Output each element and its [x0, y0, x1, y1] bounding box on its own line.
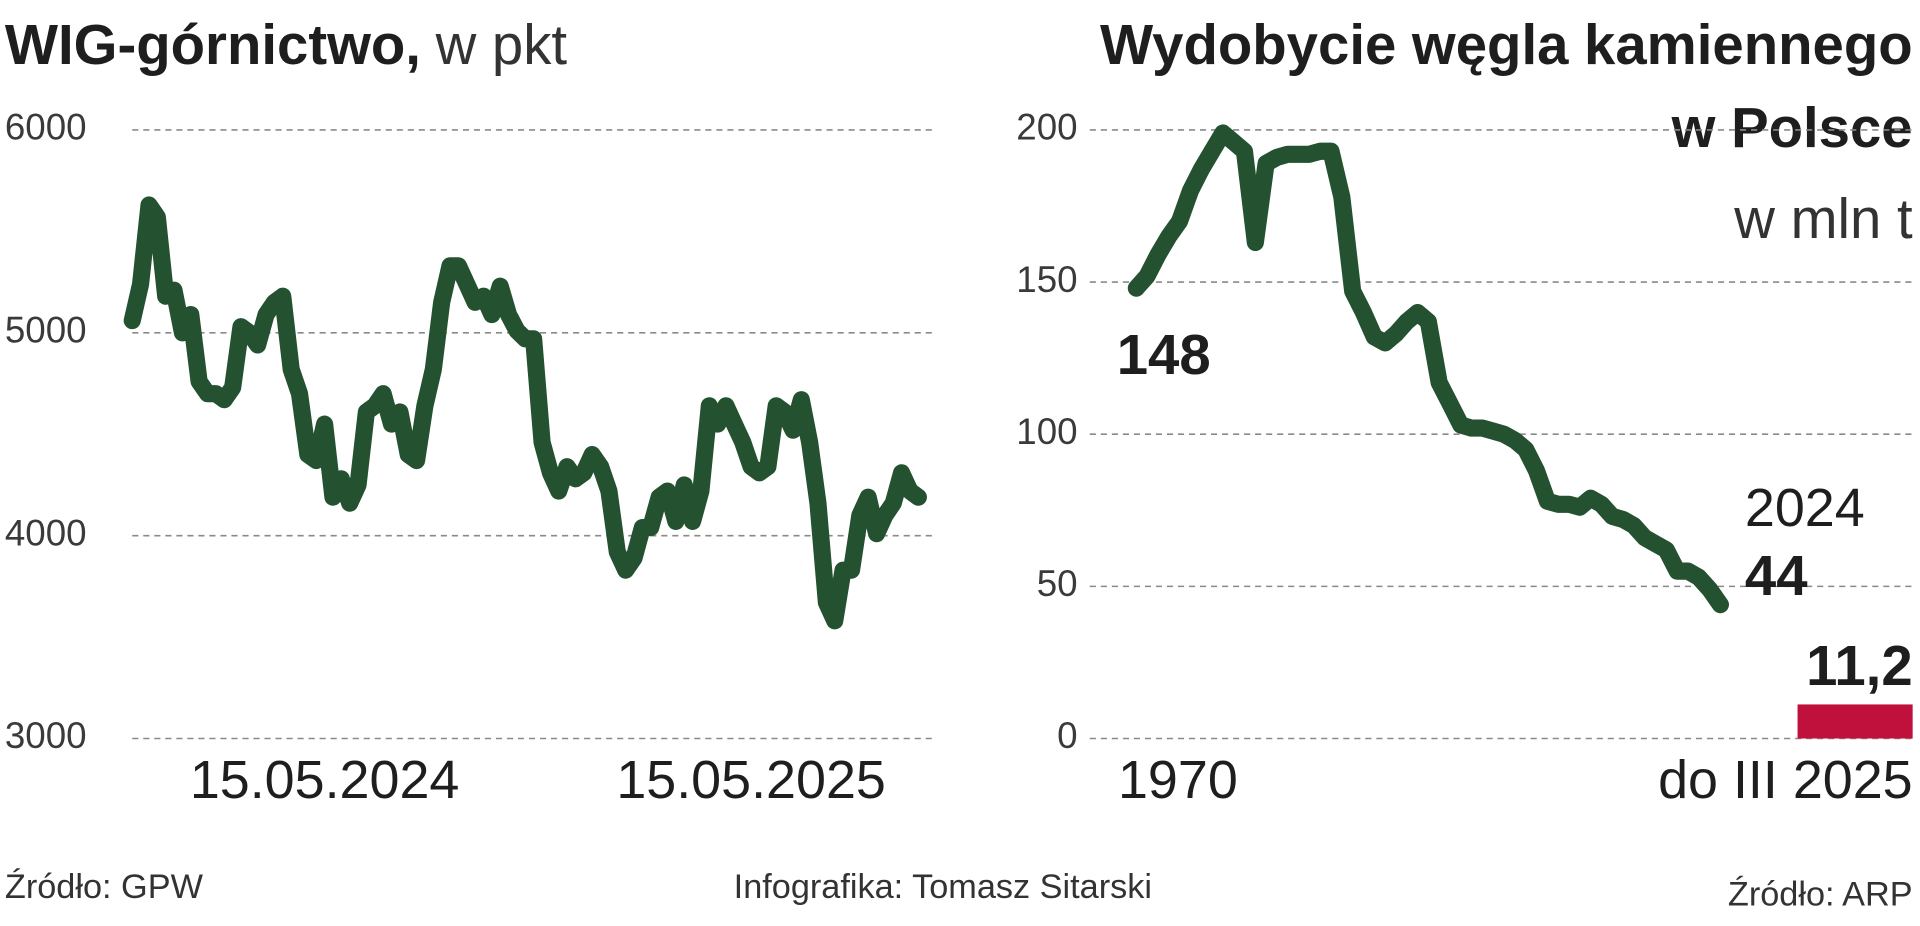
y-tick-label: 3000 [5, 715, 87, 756]
chart-subtitle: w mln t [1733, 187, 1913, 250]
y-tick-label: 150 [1016, 259, 1077, 300]
y-tick-label: 6000 [5, 107, 87, 148]
chart-title: Wydobycie węgla kamiennego [1100, 13, 1913, 76]
y-tick-label: 5000 [5, 309, 87, 350]
line [1127, 124, 1729, 614]
data-label: 44 [1745, 544, 1808, 607]
chart-subtitle: w pkt [435, 13, 568, 76]
chart-title: w Polsce [1671, 96, 1913, 159]
y-tick-label: 200 [1016, 107, 1077, 148]
chart-title: WIG-górnictwo, w pkt [5, 13, 568, 76]
y-tick-label: 50 [1037, 563, 1078, 604]
x-tick-label: 1970 [1118, 750, 1238, 810]
data-label: 148 [1117, 323, 1211, 386]
data-label: 11,2 [1806, 634, 1913, 697]
source: Źródło: ARP [1728, 875, 1913, 914]
credit: Infografika: Tomasz Sitarski [734, 868, 1152, 906]
x-tick-label: do III 2025 [1658, 750, 1913, 810]
line [123, 196, 927, 630]
x-tick-label: 15.05.2024 [190, 750, 460, 810]
bar [1797, 704, 1913, 739]
x-tick-label: 15.05.2025 [616, 750, 886, 810]
source: Źródło: GPW [5, 867, 204, 906]
y-tick-label: 100 [1016, 411, 1077, 452]
y-tick-label: 0 [1057, 715, 1077, 756]
chart-title: WIG-górnictwo, [5, 13, 421, 76]
annotation: 2024 [1745, 478, 1865, 538]
y-tick-label: 4000 [5, 512, 87, 553]
